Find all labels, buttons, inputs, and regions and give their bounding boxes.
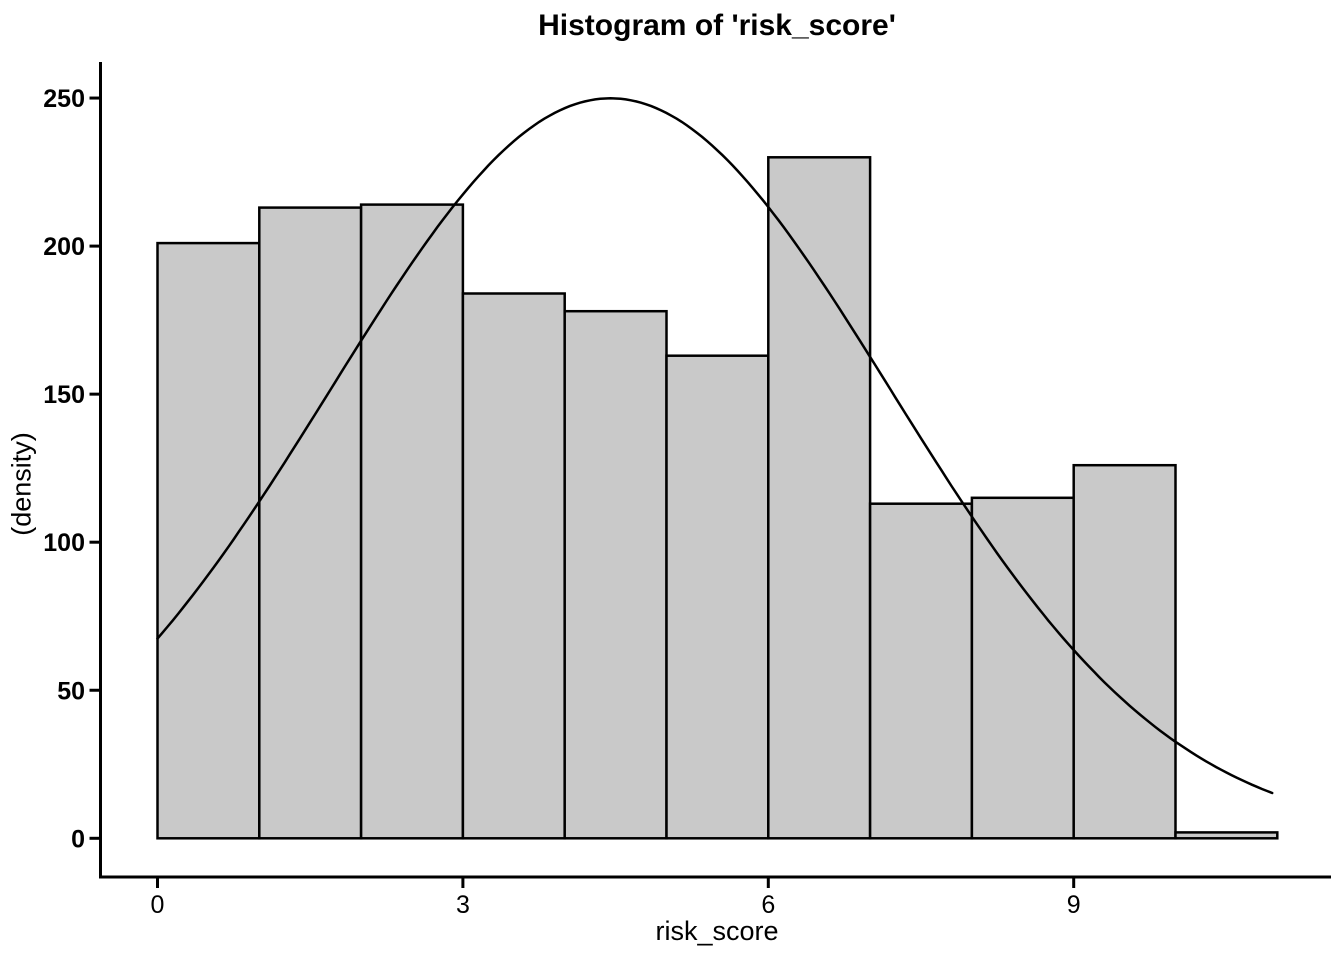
- histogram-bar: [156, 241, 261, 840]
- density-curve: [156, 97, 1274, 795]
- y-tick-label: 200: [43, 233, 85, 261]
- histogram-bar: [665, 354, 770, 840]
- histogram-bar: [258, 206, 363, 840]
- x-tick-label: 0: [151, 891, 165, 919]
- histogram-bar: [461, 292, 566, 840]
- chart-title: Histogram of 'risk_score': [538, 9, 896, 42]
- histogram-bar: [1174, 831, 1279, 840]
- histogram-bar: [767, 156, 872, 840]
- y-tick-label: 50: [57, 677, 85, 705]
- histogram-bar: [563, 309, 668, 840]
- x-tick-label: 9: [1067, 891, 1081, 919]
- y-axis-label: (density): [6, 432, 37, 536]
- histogram-bar: [359, 203, 465, 840]
- y-tick-label: 150: [43, 381, 85, 409]
- histogram-bar: [1072, 463, 1177, 840]
- y-tick-label: 250: [43, 85, 85, 113]
- y-tick-label: 0: [71, 825, 85, 853]
- x-axis-label: risk_score: [655, 916, 779, 946]
- x-tick-label: 6: [761, 891, 775, 919]
- histogram-bar: [970, 496, 1075, 840]
- histogram-bar: [868, 502, 974, 840]
- x-tick-label: 3: [456, 891, 470, 919]
- y-tick-label: 100: [43, 529, 85, 557]
